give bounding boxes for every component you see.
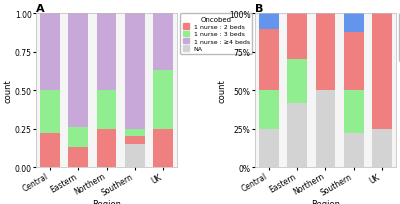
Bar bbox=[40, 91, 60, 134]
Text: A: A bbox=[36, 3, 45, 13]
Bar bbox=[344, 134, 364, 167]
Bar bbox=[344, 33, 364, 91]
Y-axis label: count: count bbox=[217, 79, 226, 103]
Bar bbox=[153, 71, 173, 129]
Bar bbox=[97, 91, 116, 129]
Bar bbox=[287, 103, 307, 167]
Bar bbox=[97, 129, 116, 167]
Bar bbox=[153, 129, 173, 167]
Bar bbox=[68, 147, 88, 167]
Bar bbox=[125, 129, 145, 137]
Bar bbox=[40, 134, 60, 167]
Bar bbox=[287, 14, 307, 60]
Bar bbox=[125, 14, 145, 129]
Bar bbox=[344, 91, 364, 134]
Bar bbox=[259, 91, 279, 129]
Bar bbox=[68, 14, 88, 127]
Bar bbox=[40, 14, 60, 91]
Legend: 1 nurse : 2 beds, 1 nurse : 3 beds, 1 nurse : ≥4 beds, NA: 1 nurse : 2 beds, 1 nurse : 3 beds, 1 nu… bbox=[180, 14, 252, 54]
Bar bbox=[259, 129, 279, 167]
X-axis label: Region: Region bbox=[311, 199, 340, 204]
Bar bbox=[259, 30, 279, 91]
Bar bbox=[259, 14, 279, 30]
Bar bbox=[125, 137, 145, 144]
Text: B: B bbox=[255, 3, 263, 13]
Bar bbox=[316, 91, 335, 167]
Y-axis label: count: count bbox=[3, 79, 12, 103]
Bar bbox=[287, 60, 307, 103]
Bar bbox=[316, 14, 335, 91]
Bar bbox=[153, 14, 173, 71]
Bar bbox=[344, 14, 364, 33]
Bar bbox=[125, 144, 145, 167]
Bar bbox=[97, 14, 116, 91]
Bar bbox=[372, 129, 392, 167]
Legend: 1 nurse : 1 bed, 1 nurse : 2 beds, 1 nurse : 3 beds, 1 nurse : ≥4 beds, NA: 1 nurse : 1 bed, 1 nurse : 2 beds, 1 nur… bbox=[399, 14, 400, 62]
X-axis label: Region: Region bbox=[92, 199, 121, 204]
Bar bbox=[68, 128, 88, 147]
Bar bbox=[372, 14, 392, 129]
